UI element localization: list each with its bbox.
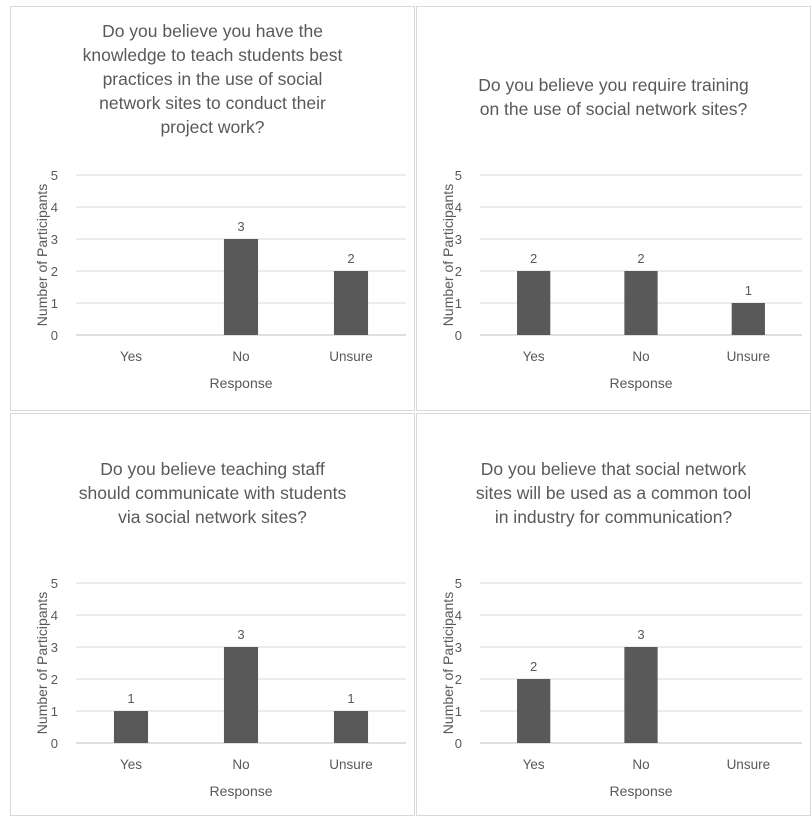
chart-title-line: sites will be used as a common tool	[475, 483, 752, 503]
y-tick-label: 4	[51, 608, 58, 623]
chart-title-line: project work?	[160, 117, 265, 137]
chart-title-line: on the use of social network sites?	[479, 99, 748, 119]
chart-title: Do you believe teaching staff should com…	[19, 457, 406, 529]
y-tick-label: 3	[455, 640, 462, 655]
y-axis-title: Number of Participants	[440, 592, 456, 734]
chart-panel-industry: Do you believe that social network sites…	[416, 413, 811, 816]
bar	[517, 679, 551, 743]
bar	[517, 271, 551, 335]
y-tick-label: 1	[455, 704, 462, 719]
x-axis-title: Response	[609, 375, 672, 391]
x-tick-label: Yes	[120, 349, 142, 364]
y-tick-label: 0	[51, 328, 58, 343]
x-tick-label: Unsure	[329, 349, 373, 364]
chart-title-line: via social network sites?	[118, 507, 307, 527]
y-tick-label: 5	[51, 576, 58, 591]
bar	[624, 647, 658, 743]
y-tick-label: 0	[455, 328, 462, 343]
y-tick-label: 3	[455, 232, 462, 247]
x-tick-label: Yes	[523, 349, 545, 364]
x-tick-label: Unsure	[727, 757, 771, 772]
y-tick-label: 4	[455, 608, 462, 623]
y-tick-label: 4	[51, 200, 58, 215]
y-tick-label: 2	[455, 264, 462, 279]
y-tick-label: 2	[455, 672, 462, 687]
data-label: 3	[237, 219, 244, 234]
bar	[731, 303, 765, 335]
y-tick-label: 0	[51, 736, 58, 751]
chart-title: Do you believe you require training on t…	[425, 73, 802, 121]
y-tick-label: 5	[455, 168, 462, 183]
bar-chart: 0 1 2 3 4 5 2 Yes 3 No Unsure Response Number of Par…	[440, 576, 802, 799]
y-tick-label: 1	[455, 296, 462, 311]
chart-title-line: Do you believe teaching staff	[100, 459, 325, 479]
x-axis-title: Response	[209, 783, 272, 799]
chart-title-line: should communicate with students	[78, 483, 347, 503]
y-tick-label: 1	[51, 296, 58, 311]
x-tick-label: No	[232, 757, 249, 772]
data-label: 1	[347, 691, 354, 706]
y-tick-label: 2	[51, 672, 58, 687]
y-axis-title: Number of Participants	[34, 592, 50, 734]
chart-panel-knowledge: Do you believe you have the knowledge to…	[10, 6, 415, 411]
data-label: 1	[127, 691, 134, 706]
bar	[333, 711, 369, 743]
chart-title-line: network sites to conduct their	[99, 93, 326, 113]
x-tick-label: Unsure	[329, 757, 373, 772]
data-label: 2	[637, 251, 644, 266]
y-tick-label: 2	[51, 264, 58, 279]
bar-chart: 0 1 2 3 4 5 1 Yes 3 No 1 Unsure Response Number of Pa…	[34, 576, 406, 799]
bar-chart: 0 1 2 3 4 5 2 Yes 2 No 1 Unsure Response Number of Pa…	[440, 168, 802, 391]
data-label: 2	[347, 251, 354, 266]
x-axis-title: Response	[609, 783, 672, 799]
chart-title: Do you believe you have the knowledge to…	[19, 19, 406, 139]
data-label: 2	[530, 659, 537, 674]
data-label: 3	[237, 627, 244, 642]
y-tick-label: 5	[51, 168, 58, 183]
data-label: 1	[745, 283, 752, 298]
chart-title-line: Do you believe that social network	[480, 459, 747, 479]
x-tick-label: No	[632, 349, 649, 364]
chart-title-line: Do you believe you have the	[102, 21, 323, 41]
data-label: 3	[637, 627, 644, 642]
data-label: 2	[530, 251, 537, 266]
x-tick-label: No	[232, 349, 249, 364]
x-tick-label: Yes	[120, 757, 142, 772]
x-axis-title: Response	[209, 375, 272, 391]
chart-panel-communicate: Do you believe teaching staff should com…	[10, 413, 415, 816]
chart-title: Do you believe that social network sites…	[425, 457, 802, 529]
chart-title-line: Do you believe you require training	[478, 75, 749, 95]
chart-title-line: practices in the use of social	[102, 69, 323, 89]
bar	[223, 239, 259, 335]
y-tick-label: 3	[51, 232, 58, 247]
x-tick-label: No	[632, 757, 649, 772]
y-tick-label: 3	[51, 640, 58, 655]
chart-title-line: knowledge to teach students best	[82, 45, 343, 65]
chart-panel-training: Do you believe you require training on t…	[416, 6, 811, 411]
bar	[113, 711, 149, 743]
y-tick-label: 4	[455, 200, 462, 215]
y-tick-label: 1	[51, 704, 58, 719]
y-axis-title: Number of Participants	[34, 184, 50, 326]
y-axis-title: Number of Participants	[440, 184, 456, 326]
x-tick-label: Yes	[523, 757, 545, 772]
y-tick-label: 5	[455, 576, 462, 591]
y-tick-label: 0	[455, 736, 462, 751]
x-tick-label: Unsure	[727, 349, 771, 364]
bar	[624, 271, 658, 335]
bar-chart: 0 1 2 3 4 5 Yes 3 No 2 Unsure Response Number of Par…	[34, 168, 406, 391]
chart-title-line: in industry for communication?	[494, 507, 733, 527]
bar	[333, 271, 369, 335]
bar	[223, 647, 259, 743]
